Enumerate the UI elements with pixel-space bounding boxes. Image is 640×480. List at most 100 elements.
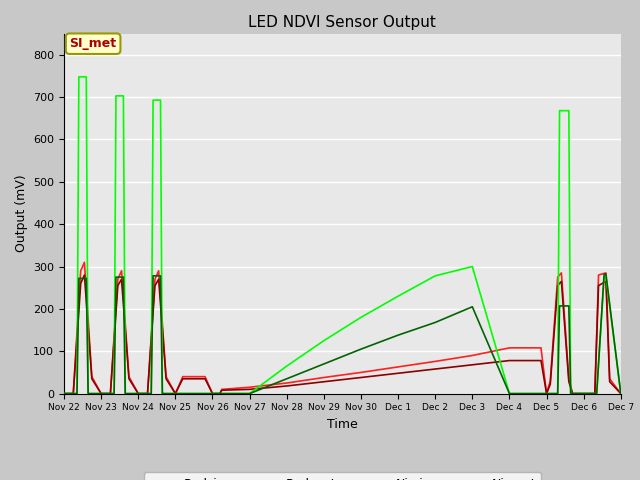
Red_in (201, 374, 209, 380)
Red_in (77, 268, 84, 274)
Nir_in (75, 74, 83, 80)
Nir_in (565, 108, 573, 114)
Red_in (320, 374, 328, 380)
Nir_in (506, 391, 513, 396)
Nir_out (73, 391, 81, 396)
Title: LED NDVI Sensor Output: LED NDVI Sensor Output (248, 15, 436, 30)
Red_out (357, 374, 365, 380)
Red_in (218, 386, 226, 392)
Nir_out (209, 391, 216, 396)
Nir_in (84, 391, 92, 396)
Line: Red_out: Red_out (64, 275, 621, 394)
Nir_in (394, 293, 402, 299)
Nir_in (567, 391, 575, 396)
Red_out (114, 283, 122, 288)
Red_in (565, 376, 573, 382)
Nir_out (617, 391, 625, 396)
Nir_in (431, 273, 439, 279)
Nir_out (60, 391, 68, 396)
Red_out (218, 387, 226, 393)
Red_in (537, 345, 545, 351)
Red_out (617, 391, 625, 396)
Nir_in (149, 97, 157, 103)
Red_in (134, 391, 142, 396)
Nir_in (320, 338, 328, 344)
Red_in (569, 391, 577, 396)
Nir_out (431, 320, 439, 325)
Red_out (580, 391, 588, 396)
Nir_in (246, 391, 253, 396)
Red_out (88, 376, 96, 382)
Nir_out (602, 271, 610, 277)
Nir_in (147, 391, 155, 396)
Red_out (201, 376, 209, 382)
Red_out (151, 283, 159, 288)
Nir_out (537, 391, 545, 396)
Red_in (179, 374, 187, 380)
Nir_in (157, 97, 164, 103)
Red_in (69, 391, 77, 396)
Nir_in (357, 314, 365, 320)
Red_out (565, 379, 573, 384)
Red_in (468, 353, 476, 359)
Red_in (506, 345, 513, 351)
Red_out (468, 362, 476, 368)
Red_out (506, 358, 513, 363)
Nir_out (149, 273, 157, 279)
Line: Red_in: Red_in (64, 262, 621, 394)
Red_in (163, 374, 170, 380)
Nir_in (201, 391, 209, 396)
Red_in (606, 376, 614, 382)
Red_out (69, 391, 77, 396)
Red_in (431, 359, 439, 364)
Nir_out (172, 391, 179, 396)
Red_out (431, 366, 439, 372)
Red_out (557, 278, 565, 284)
Red_out (125, 376, 133, 382)
Nir_in (110, 391, 118, 396)
Nir_in (591, 391, 598, 396)
Red_out (209, 391, 216, 396)
Nir_out (394, 332, 402, 338)
Nir_in (120, 93, 127, 99)
Red_in (151, 276, 159, 282)
Red_in (283, 380, 291, 386)
Nir_out (97, 391, 105, 396)
Line: Nir_in: Nir_in (64, 77, 621, 394)
Nir_in (537, 391, 545, 396)
Nir_out (157, 273, 164, 279)
Red_in (60, 391, 68, 396)
Red_in (209, 391, 216, 396)
Nir_out (567, 391, 575, 396)
Nir_in (60, 391, 68, 396)
Red_out (106, 391, 115, 396)
Nir_in (556, 108, 563, 114)
Red_out (394, 371, 402, 376)
Nir_in (172, 391, 179, 396)
Red_in (172, 391, 179, 396)
Red_out (143, 391, 151, 396)
Red_out (554, 283, 561, 288)
Red_out (283, 383, 291, 389)
Nir_out (593, 391, 600, 396)
Red_out (60, 391, 68, 396)
Red_out (97, 391, 105, 396)
Red_in (543, 391, 550, 396)
Nir_in (602, 274, 610, 280)
Red_out (77, 281, 84, 287)
Red_out (179, 376, 187, 382)
Nir_out (75, 276, 83, 281)
Nir_out (283, 376, 291, 382)
Red_in (216, 391, 224, 396)
Red_in (547, 378, 554, 384)
Red_out (134, 391, 142, 396)
Nir_in (593, 391, 600, 396)
Nir_in (73, 391, 81, 396)
Nir_out (580, 391, 588, 396)
Nir_in (554, 391, 561, 396)
Red_in (554, 274, 561, 280)
Red_in (595, 272, 602, 278)
Nir_out (468, 304, 476, 310)
Red_out (163, 376, 170, 382)
Nir_out (110, 391, 118, 396)
